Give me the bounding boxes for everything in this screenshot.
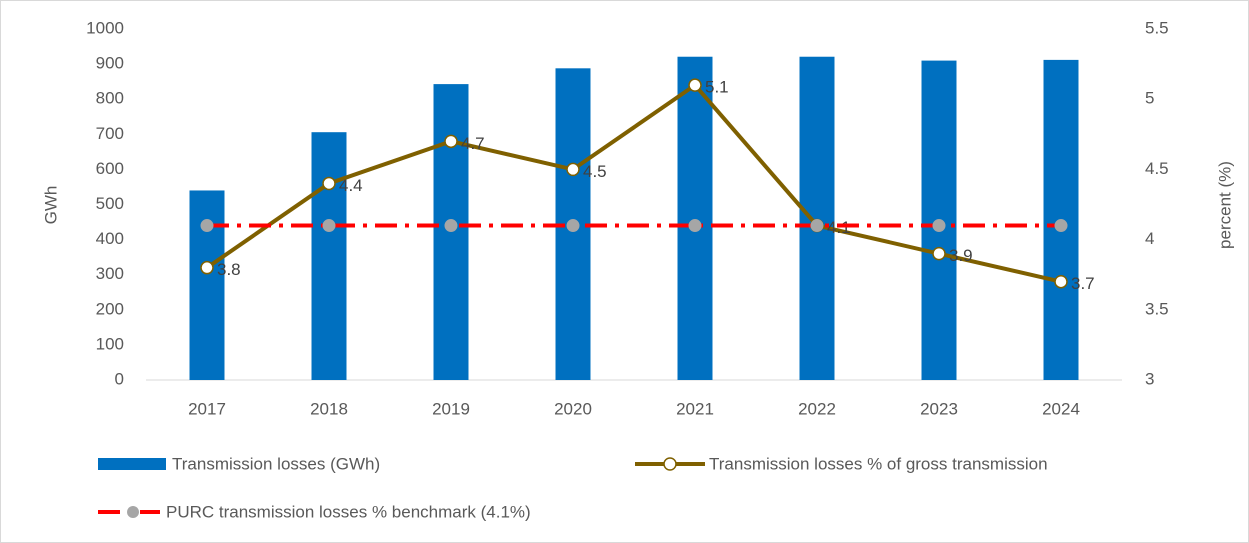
legend-swatch [663,457,677,471]
y2-tick-label: 3 [1145,369,1154,388]
y2-axis-title: percent (%) [1215,161,1234,249]
y-tick-label: 500 [96,194,124,213]
marker [444,134,458,149]
marker [322,219,336,233]
marker [322,176,336,191]
marker [1054,274,1068,289]
y-tick-label: 0 [115,369,124,388]
line [205,82,1062,284]
data-label: 3.8 [217,260,241,279]
data-label: 3.7 [1071,274,1095,293]
bar [189,190,225,380]
bar [677,56,713,380]
x-tick-label: 2019 [432,399,470,418]
data-label: 4.7 [461,134,485,153]
y-tick-label: 1000 [86,18,124,37]
y-tick-label: 600 [96,159,124,178]
y-tick-label: 200 [96,299,124,318]
marker [200,260,214,275]
y2-tick-label: 4.5 [1145,159,1169,178]
marker [932,246,946,261]
bar [311,132,347,380]
y2-tick-label: 5 [1145,89,1154,108]
x-tick-label: 2022 [798,399,836,418]
legend-label: Transmission losses (GWh) [172,454,380,473]
x-tick-label: 2023 [920,399,958,418]
data-label: 3.9 [949,246,973,265]
y-tick-label: 700 [96,124,124,143]
y-tick-label: 400 [96,229,124,248]
x-tick-label: 2020 [554,399,592,418]
marker [200,219,214,233]
marker [444,219,458,233]
y-axis-title: GWh [41,186,60,225]
x-tick-label: 2017 [188,399,226,418]
marker [810,219,824,233]
data-label: 4.5 [583,162,607,181]
data-label: 5.1 [705,78,729,97]
legend-swatch [127,506,139,518]
marker [1054,219,1068,233]
marker [688,219,702,233]
y-tick-label: 100 [96,334,124,353]
legend-label: Transmission losses % of gross transmiss… [709,454,1048,473]
x-tick-label: 2024 [1042,399,1080,418]
x-tick-label: 2018 [310,399,348,418]
x-tick-label: 2021 [676,399,714,418]
y2-tick-label: 4 [1145,229,1154,248]
y2-tick-label: 5.5 [1145,18,1169,37]
marker [566,219,580,233]
y-tick-label: 800 [96,89,124,108]
data-label: 4.4 [339,176,363,195]
legend-label: PURC transmission losses % benchmark (4.… [166,502,531,521]
marker [932,219,946,233]
marker [688,78,702,92]
y-tick-label: 300 [96,264,124,283]
y2-tick-label: 3.5 [1145,299,1169,318]
marker [566,162,580,177]
bar [799,56,835,380]
legend-swatch [98,458,166,470]
y-tick-label: 900 [96,54,124,73]
